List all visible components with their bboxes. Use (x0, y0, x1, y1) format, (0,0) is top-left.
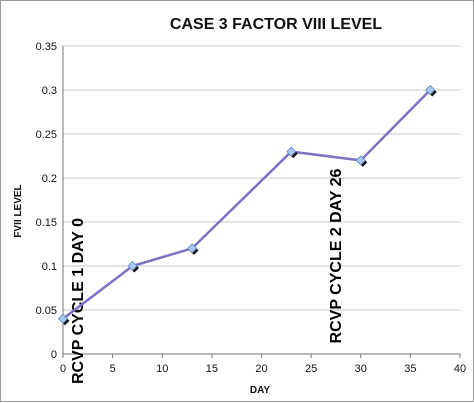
x-tick-label: 0 (60, 363, 66, 375)
annotation-label: RCVP CYCLE 2 DAY 26 (328, 168, 345, 343)
x-tick-label: 35 (404, 363, 416, 375)
y-tick-label: 0.35 (36, 41, 57, 53)
y-axis-label: FVII LEVEL (13, 184, 24, 237)
data-point-marker (186, 243, 198, 254)
x-tick-label: 20 (255, 363, 267, 375)
data-point (57, 313, 70, 326)
data-point-marker (286, 146, 297, 157)
annotations: RCVP CYCLE 1 DAY 0 RCVP CYCLE 2 DAY 26 (70, 168, 345, 384)
y-tick-label: 0.25 (36, 129, 57, 141)
x-tick-label: 40 (454, 363, 466, 375)
data-point (286, 146, 298, 159)
data-point (127, 260, 139, 273)
y-tick-label: 0.1 (42, 261, 57, 273)
y-tick-label: 0.2 (42, 173, 57, 185)
x-tick-label: 10 (156, 363, 168, 375)
gridlines (63, 45, 460, 311)
y-tick-labels: 0 0.05 0.1 0.15 0.2 0.25 0.3 0.35 (36, 41, 57, 361)
data-point (186, 243, 199, 255)
x-axis-label: DAY (250, 385, 271, 396)
annotation-label: RCVP CYCLE 1 DAY 0 (70, 218, 87, 384)
x-tick-label: 15 (206, 363, 218, 375)
x-tick-labels: 0 5 10 15 20 25 30 35 40 (60, 363, 466, 375)
x-tick-label: 25 (305, 363, 317, 375)
y-tick-label: 0 (51, 349, 57, 361)
data-point (355, 155, 368, 167)
y-tick-label: 0.15 (36, 217, 57, 229)
axes (62, 46, 461, 358)
data-point-marker (127, 260, 138, 272)
data-point-marker (57, 313, 69, 324)
data-point-marker (425, 84, 436, 96)
series-layer (57, 84, 437, 326)
x-tick-label: 5 (110, 363, 116, 375)
y-tick-label: 0.3 (42, 85, 57, 97)
x-tick-label: 30 (355, 363, 367, 375)
series-line (62, 89, 432, 320)
data-point-marker (355, 155, 366, 166)
data-point (425, 84, 437, 97)
chart-title: CASE 3 FACTOR VIII LEVEL (170, 16, 382, 33)
y-tick-label: 0.05 (36, 305, 57, 317)
